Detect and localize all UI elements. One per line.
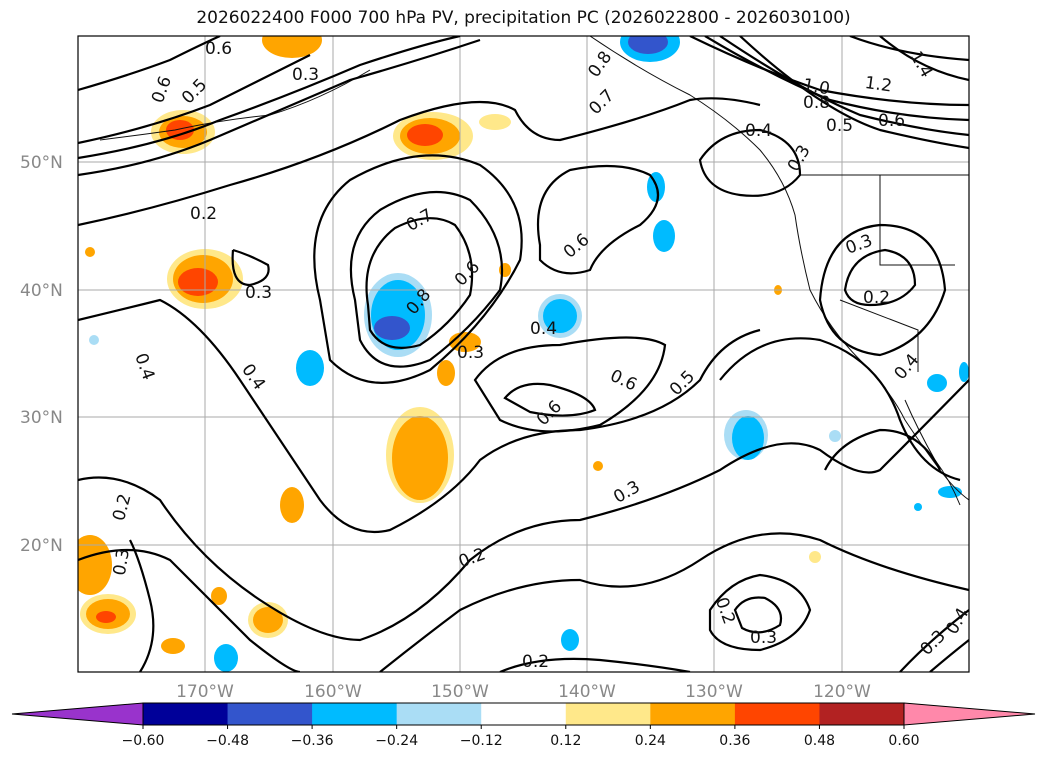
colorbar-tick-label: 0.12 [550,733,581,749]
lat-label: 20°N [20,536,63,556]
lon-label: 120°W [813,682,871,702]
contour-label: 0.3 [292,65,319,85]
contour-label: 0.4 [530,319,557,339]
colorbar-extend-low [11,702,144,726]
contour-label: 0.3 [750,628,777,648]
colorbar-border [142,702,905,726]
colorbar-tick-label: 0.24 [635,733,666,749]
colorbar-segment [565,703,651,725]
contour-label: 1.2 [864,73,894,97]
colorbar-segment [312,703,398,725]
contour-label: 0.2 [190,204,217,224]
contour-label: 0.3 [245,283,272,303]
colorbar-tick-label: 0.36 [719,733,750,749]
map-border [77,35,970,673]
contour-label: 0.6 [878,111,905,131]
precip-negative-shading [89,36,969,672]
map-frame [78,36,969,672]
longitude-labels: 170°W 160°W 150°W 140°W 130°W 120°W [176,682,871,702]
colorbar-extend-high [903,702,1036,726]
map-title: 2026022400 F000 700 hPa PV, precipitatio… [196,8,851,28]
lon-label: 170°W [176,682,234,702]
contour-label: 1.0 [801,75,831,99]
colorbar-segment [819,703,905,725]
lon-label: 160°W [304,682,362,702]
contour-label: 0.2 [863,288,890,308]
contour-label: 0.4 [745,121,772,141]
colorbar-segment [396,703,482,725]
contour-label: 0.8 [803,93,830,113]
contour-label: 0.5 [826,116,853,136]
colorbar-tick-label: −0.36 [291,733,334,749]
lat-label: 50°N [20,153,63,173]
colorbar-tick-label: 0.48 [804,733,835,749]
colorbar-tick-label: −0.24 [375,733,418,749]
contour-label: 0.3 [110,547,134,577]
colorbar-segment [481,703,567,725]
lat-label: 40°N [20,281,63,301]
colorbar-segment [734,703,820,725]
contour-label: 0.3 [457,343,484,363]
colorbar-tick-label: −0.12 [460,733,503,749]
colorbar: −0.60 −0.48 −0.36 −0.24 −0.12 0.12 0.24 0.36 0.4… [11,702,1036,749]
colorbar-segment [650,703,736,725]
colorbar-segment [143,703,229,725]
lat-label: 30°N [20,408,63,428]
colorbar-tick-label: 0.60 [888,733,919,749]
lon-label: 140°W [558,682,616,702]
contour-label: 0.2 [522,652,549,672]
latitude-labels: 50°N 40°N 30°N 20°N [20,153,63,556]
colorbar-segment [227,703,313,725]
lon-label: 150°W [431,682,489,702]
lon-label: 130°W [685,682,743,702]
colorbar-tick-label: −0.60 [122,733,165,749]
pv-contours [78,36,969,672]
contour-label: 0.6 [205,39,232,59]
colorbar-tick-label: −0.48 [206,733,249,749]
